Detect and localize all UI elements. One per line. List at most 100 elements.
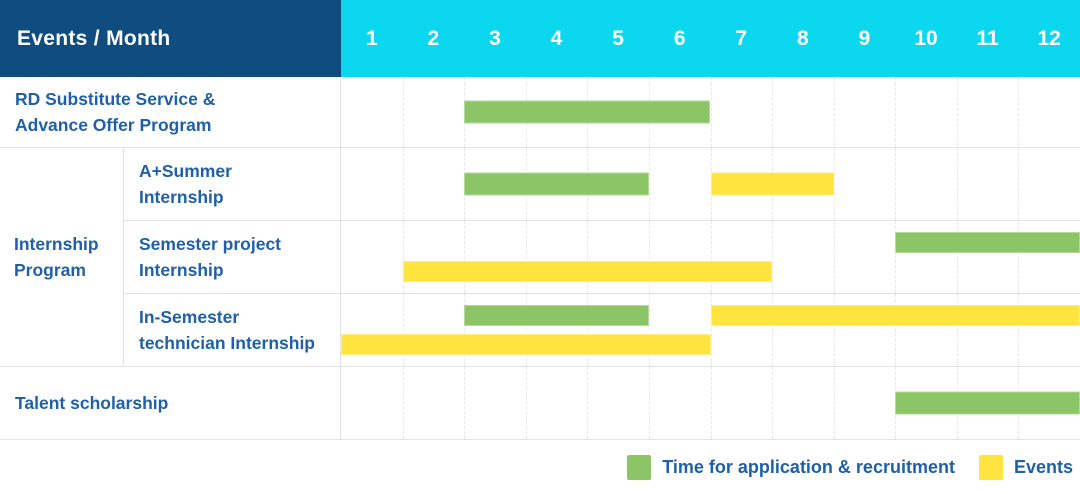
- month-header-cell: 3: [489, 26, 501, 50]
- row-label-text: RD Substitute Service & Advance Offer Pro…: [15, 88, 216, 135]
- gantt-bar-yellow: [710, 305, 1080, 326]
- gantt-bar-green: [895, 391, 1080, 415]
- gantt-chart-cell: [341, 294, 1080, 366]
- month-header-cell: 7: [735, 26, 748, 50]
- month-gridline: [1018, 148, 1020, 220]
- row-label-semester-project: Semester project Internship: [124, 221, 341, 293]
- gantt-bar-yellow: [710, 172, 834, 196]
- month-gridline: [402, 221, 404, 293]
- month-header-cell: 1: [365, 26, 378, 50]
- month-gridline: [648, 294, 650, 366]
- month-gridline: [710, 77, 712, 147]
- legend: Time for application & recruitment Event…: [0, 440, 1080, 494]
- month-gridline: [833, 367, 835, 439]
- legend-label: Events: [1013, 456, 1073, 477]
- gantt-chart-cell: [341, 367, 1080, 439]
- events-month-header-cell: Events / Month: [0, 0, 341, 77]
- table-row: Talent scholarship: [0, 367, 1080, 440]
- green-swatch-icon: [627, 454, 652, 480]
- internship-program-group-row: Internship Program A+Summer Internship Sem…: [0, 148, 1080, 367]
- month-gridline: [525, 367, 527, 439]
- month-gridline: [956, 294, 958, 366]
- month-gridline: [464, 221, 466, 293]
- month-gridline: [1018, 77, 1020, 147]
- row-label-talent-scholarship: Talent scholarship: [0, 367, 341, 439]
- yellow-swatch-icon: [978, 454, 1003, 480]
- month-gridline: [587, 221, 589, 293]
- gantt-chart-cell: [341, 221, 1080, 293]
- month-header-cell: 4: [550, 26, 563, 50]
- month-gridline: [895, 221, 897, 293]
- table-row: A+Summer Internship: [124, 148, 1080, 221]
- gantt-chart-cell: [341, 77, 1080, 147]
- legend-item-application-recruitment: Time for application & recruitment: [627, 454, 955, 480]
- month-gridline: [1018, 294, 1020, 366]
- table-row: Semester project Internship: [124, 221, 1080, 294]
- month-header-cell: 9: [858, 26, 871, 50]
- month-gridline: [402, 367, 404, 439]
- month-gridline: [710, 294, 712, 366]
- gantt-bar-green: [464, 100, 711, 124]
- legend-label: Time for application & recruitment: [662, 456, 955, 477]
- gantt-bar-yellow: [402, 261, 773, 282]
- month-gridline: [956, 221, 958, 293]
- month-gridline: [895, 294, 897, 366]
- row-label-a-plus-summer: A+Summer Internship: [124, 148, 341, 220]
- month-gridline: [464, 367, 466, 439]
- month-gridline: [402, 148, 404, 220]
- table-row: RD Substitute Service & Advance Offer Pro…: [0, 77, 1080, 148]
- row-label-rd-substitute: RD Substitute Service & Advance Offer Pro…: [0, 77, 341, 147]
- month-gridline: [772, 294, 774, 366]
- month-gridline: [648, 221, 650, 293]
- row-label-text: A+Summer Internship: [139, 160, 232, 207]
- month-gridline: [587, 294, 589, 366]
- group-subrows: A+Summer Internship Semester project Inter…: [124, 148, 1080, 366]
- month-gridline: [833, 221, 835, 293]
- month-header-cell: 2: [427, 26, 440, 50]
- gantt-bar-green: [464, 305, 649, 326]
- month-header-cell: 6: [673, 26, 686, 50]
- month-gridline: [772, 221, 774, 293]
- month-gridline: [772, 77, 774, 147]
- month-gridline: [587, 367, 589, 439]
- legend-item-events: Events: [978, 454, 1073, 480]
- gantt-bar-green: [464, 172, 649, 196]
- month-header-cell: 8: [796, 26, 809, 50]
- month-gridline: [525, 221, 527, 293]
- month-gridline: [648, 148, 650, 220]
- month-gridline: [895, 148, 897, 220]
- month-gridline: [895, 77, 897, 147]
- month-header-cell: 5: [612, 26, 624, 50]
- month-gridline: [464, 294, 466, 366]
- month-header-cell: 12: [1037, 26, 1061, 50]
- gantt-chart-cell: [341, 148, 1080, 220]
- group-label-text: Internship Program: [14, 233, 99, 280]
- month-header: 1 2 3 4 5 6 7 8 9 10 11 12: [341, 0, 1080, 77]
- month-gridline: [833, 77, 835, 147]
- row-label-text: Semester project Internship: [139, 233, 282, 280]
- month-gridline: [956, 77, 958, 147]
- row-label-text: In-Semester technician Internship: [139, 306, 315, 353]
- gantt-bar-yellow: [341, 334, 711, 355]
- month-gridline: [833, 148, 835, 220]
- table-row: In-Semester technician Internship: [124, 294, 1080, 366]
- month-header-cell: 11: [976, 26, 999, 50]
- month-gridline: [772, 367, 774, 439]
- month-gridline: [710, 367, 712, 439]
- row-label-text: Talent scholarship: [15, 392, 169, 413]
- month-gridline: [1018, 221, 1020, 293]
- group-label-internship-program: Internship Program: [0, 148, 124, 366]
- month-header-cell: 10: [914, 26, 938, 50]
- month-gridline: [956, 148, 958, 220]
- month-gridline: [833, 294, 835, 366]
- month-gridline: [402, 294, 404, 366]
- table-header-row: Events / Month 1 2 3 4 5 6 7 8 9 10 11 12: [0, 0, 1080, 77]
- month-gridline: [525, 294, 527, 366]
- events-month-header-label: Events / Month: [17, 26, 171, 50]
- month-gridline: [402, 77, 404, 147]
- gantt-bar-green: [895, 232, 1080, 253]
- month-gridline: [648, 367, 650, 439]
- month-gridline: [710, 221, 712, 293]
- row-label-in-semester-technician: In-Semester technician Internship: [124, 294, 341, 366]
